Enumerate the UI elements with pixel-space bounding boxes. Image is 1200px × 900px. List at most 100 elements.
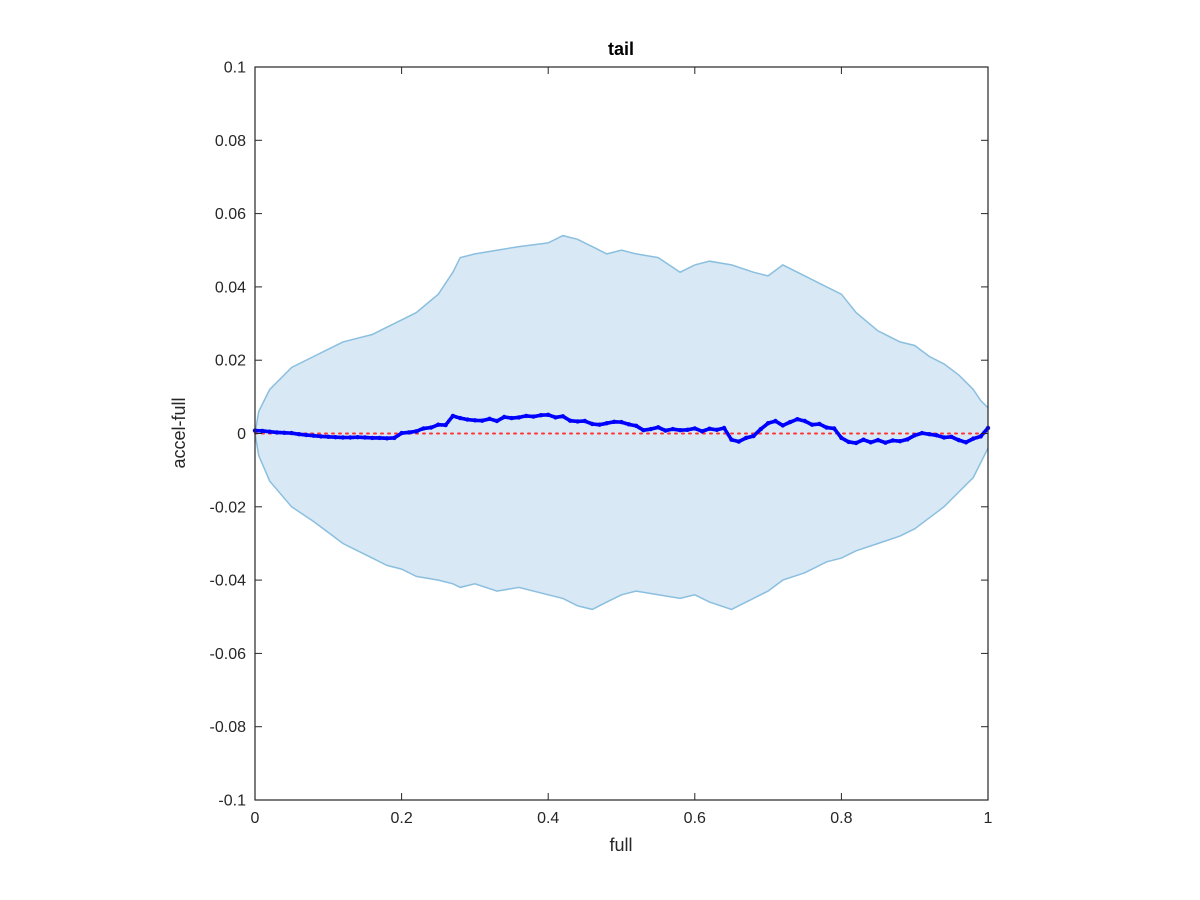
data-point [963,440,969,445]
band-lower-edge [254,433,989,611]
data-point [736,439,741,444]
data-point [919,430,925,436]
y-tick-label: 0.06 [215,206,246,223]
data-point [729,437,734,442]
data-point [362,435,368,440]
data-point [377,435,382,441]
data-point [428,425,434,430]
data-point [905,437,910,442]
data-point [590,421,595,427]
x-tick-label: 1 [984,810,993,827]
data-point [634,423,639,428]
x-tick-label: 0.6 [684,810,706,827]
data-point [656,425,661,430]
data-point [399,430,404,436]
data-point [296,432,302,437]
data-point [809,422,815,427]
x-tick-label: 0.2 [390,810,412,827]
data-point [685,427,690,432]
data-point [743,435,749,441]
data-point [494,418,500,424]
data-point [612,419,617,424]
data-point [568,418,573,423]
x-tick-label: 0.8 [830,810,852,827]
y-tick-label: 0.02 [215,353,246,370]
y-tick-label: 0.04 [215,279,246,296]
data-point [575,419,580,424]
data-point [875,437,881,443]
data-point [787,419,793,425]
data-point [458,415,463,421]
data-point [516,415,522,420]
data-point [751,433,756,439]
data-point [509,415,514,421]
data-point [436,422,441,427]
data-point [465,417,470,422]
tick-labels: 0 0.2 0.4 0.6 0.8 1 -0.1 -0.08 -0.06 -0.04 -0.02 0 0… [210,60,993,828]
data-point [795,417,800,422]
data-points [252,412,991,446]
data-point [546,412,551,417]
data-point [846,439,851,445]
data-point [524,413,529,419]
data-point [802,418,807,424]
x-tick-label: 0.4 [537,810,559,827]
data-point [831,426,837,431]
y-tick-label: -0.04 [210,573,247,590]
data-point [641,428,646,433]
x-axis-label: full [609,835,632,855]
data-point [949,434,954,439]
data-point [318,434,324,439]
data-point [450,413,456,419]
data-point [758,426,763,432]
data-point [384,436,390,441]
data-point [392,435,397,441]
chart-title: tail [608,39,634,59]
data-point [619,419,624,425]
y-tick-label: -0.02 [210,499,247,516]
data-point [699,429,705,434]
data-point [326,434,331,439]
data-point [714,427,719,432]
y-tick-label: 0.1 [224,60,246,77]
data-point [927,432,932,437]
data-point [941,435,947,440]
data-point [260,428,265,434]
band-upper-edge [254,234,989,434]
data-point [538,413,544,418]
data-point [773,418,778,424]
data-point [289,430,294,436]
data-point [443,422,448,428]
data-point [956,437,961,443]
data-point [274,430,280,435]
data-point [414,429,419,434]
data-point [267,429,272,434]
data-point [311,433,316,438]
axes [254,66,989,801]
data-point [868,440,873,445]
data-point [692,426,697,431]
data-point [604,421,609,426]
y-tick-label: 0.08 [215,133,246,150]
data-point [421,426,426,431]
y-tick-label: -0.08 [210,719,247,736]
data-point [502,414,507,420]
data-point [487,416,492,421]
data-point [721,425,727,431]
data-point [304,432,309,438]
data-point [472,418,478,423]
data-point [670,426,675,432]
data-point [897,439,903,444]
data-point [839,435,844,441]
y-tick-label: -0.1 [218,793,246,810]
data-point [355,435,360,440]
data-point [582,418,588,424]
data-point [934,433,939,438]
y-tick-label: -0.06 [210,646,247,663]
data-point [282,430,287,435]
data-point [406,430,412,435]
data-point [333,435,338,440]
y-axis-label: accel-full [169,397,189,468]
data-point [912,433,917,438]
y-tick-label: 0 [237,426,246,443]
